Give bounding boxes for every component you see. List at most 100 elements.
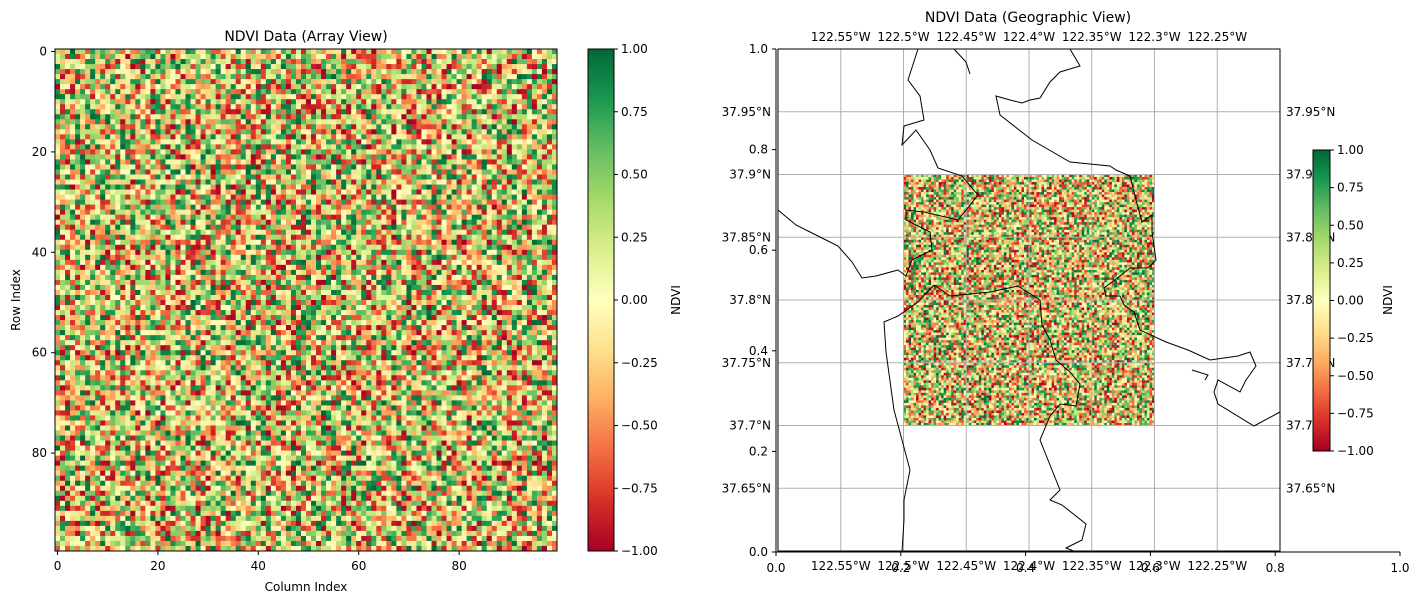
heatmap-cell bbox=[135, 74, 141, 80]
heatmap-cell bbox=[431, 154, 437, 160]
heatmap-cell bbox=[75, 84, 81, 90]
heatmap-cell bbox=[451, 64, 457, 70]
heatmap-cell bbox=[265, 154, 272, 160]
heatmap-cell bbox=[135, 234, 141, 241]
heatmap-cell bbox=[466, 144, 472, 150]
heatmap-cell bbox=[366, 149, 372, 155]
heatmap-cell bbox=[175, 219, 181, 225]
heatmap-cell bbox=[441, 94, 447, 100]
heatmap-cell bbox=[526, 209, 533, 215]
heatmap-cell bbox=[300, 249, 307, 256]
heatmap-cell bbox=[290, 79, 297, 85]
heatmap-cell bbox=[361, 49, 367, 55]
heatmap-cell bbox=[336, 129, 342, 135]
heatmap-cell bbox=[511, 224, 518, 231]
heatmap-cell bbox=[205, 124, 211, 130]
heatmap-cell bbox=[195, 109, 201, 115]
heatmap-cell bbox=[85, 89, 91, 95]
heatmap-cell bbox=[446, 239, 452, 246]
heatmap-cell bbox=[100, 294, 106, 301]
heatmap-cell bbox=[100, 174, 106, 180]
heatmap-cell bbox=[401, 104, 407, 110]
heatmap-cell bbox=[270, 139, 277, 145]
heatmap-cell bbox=[60, 199, 66, 205]
heatmap-cell bbox=[195, 89, 201, 95]
heatmap-cell bbox=[240, 79, 247, 85]
heatmap-cell bbox=[65, 134, 71, 140]
heatmap-cell bbox=[366, 89, 372, 95]
heatmap-cell bbox=[496, 134, 503, 140]
heatmap-cell bbox=[551, 224, 558, 231]
heatmap-cell bbox=[506, 74, 513, 80]
heatmap-cell bbox=[386, 119, 392, 125]
heatmap-cell bbox=[386, 234, 392, 241]
heatmap-cell bbox=[175, 294, 181, 301]
heatmap-cell bbox=[526, 134, 533, 140]
heatmap-cell bbox=[411, 229, 417, 236]
heatmap-cell bbox=[170, 219, 176, 225]
heatmap-cell bbox=[526, 49, 533, 55]
heatmap-cell bbox=[255, 124, 262, 130]
heatmap-cell bbox=[285, 54, 292, 60]
heatmap-cell bbox=[270, 219, 277, 225]
heatmap-cell bbox=[501, 109, 508, 115]
heatmap-cell bbox=[481, 54, 488, 60]
heatmap-cell bbox=[245, 104, 252, 110]
heatmap-cell bbox=[225, 269, 231, 276]
heatmap-cell bbox=[135, 59, 141, 65]
heatmap-cell bbox=[165, 149, 171, 155]
heatmap-cell bbox=[160, 49, 166, 55]
heatmap-cell bbox=[180, 214, 186, 220]
heatmap-cell bbox=[516, 99, 523, 105]
heatmap-cell bbox=[311, 49, 317, 55]
heatmap-cell bbox=[290, 129, 297, 135]
heatmap-cell bbox=[105, 224, 111, 231]
heatmap-cell bbox=[185, 134, 191, 140]
heatmap-cell bbox=[426, 199, 432, 205]
heatmap-cell bbox=[285, 214, 292, 220]
heatmap-cell bbox=[371, 79, 377, 85]
heatmap-cell bbox=[100, 269, 106, 276]
heatmap-cell bbox=[110, 179, 116, 185]
heatmap-cell bbox=[481, 249, 488, 256]
heatmap-cell bbox=[125, 214, 131, 220]
heatmap-cell bbox=[185, 129, 191, 135]
heatmap-cell bbox=[476, 109, 482, 115]
heatmap-cell bbox=[531, 114, 538, 120]
heatmap-cell bbox=[506, 174, 513, 180]
heatmap-cell bbox=[441, 274, 447, 281]
heatmap-cell bbox=[476, 49, 482, 55]
heatmap-cell bbox=[396, 79, 402, 85]
heatmap-cell bbox=[290, 64, 297, 70]
heatmap-cell bbox=[316, 169, 322, 175]
heatmap-cell bbox=[411, 154, 417, 160]
heatmap-cell bbox=[110, 234, 116, 241]
heatmap-cell bbox=[396, 129, 402, 135]
heatmap-cell bbox=[531, 104, 538, 110]
heatmap-cell bbox=[275, 204, 282, 210]
heatmap-cell bbox=[421, 84, 427, 90]
heatmap-cell bbox=[100, 74, 106, 80]
heatmap-cell bbox=[546, 214, 553, 220]
heatmap-cell bbox=[441, 184, 447, 190]
heatmap-cell bbox=[300, 264, 307, 271]
heatmap-cell bbox=[210, 119, 216, 125]
heatmap-cell bbox=[230, 244, 237, 251]
heatmap-cell bbox=[371, 164, 377, 170]
heatmap-cell bbox=[461, 49, 467, 55]
heatmap-cell bbox=[476, 294, 482, 301]
heatmap-cell bbox=[516, 229, 523, 236]
heatmap-cell bbox=[516, 119, 523, 125]
heatmap-cell bbox=[356, 79, 362, 85]
heatmap-cell bbox=[396, 64, 402, 70]
heatmap-cell bbox=[245, 179, 252, 185]
heatmap-cell bbox=[546, 144, 553, 150]
heatmap-cell bbox=[135, 289, 141, 296]
heatmap-cell bbox=[421, 194, 427, 200]
heatmap-cell bbox=[486, 249, 493, 256]
heatmap-cell bbox=[441, 174, 447, 180]
heatmap-cell bbox=[60, 279, 66, 286]
heatmap-cell bbox=[85, 254, 91, 261]
heatmap-cell bbox=[431, 189, 437, 195]
heatmap-cell bbox=[140, 189, 146, 195]
